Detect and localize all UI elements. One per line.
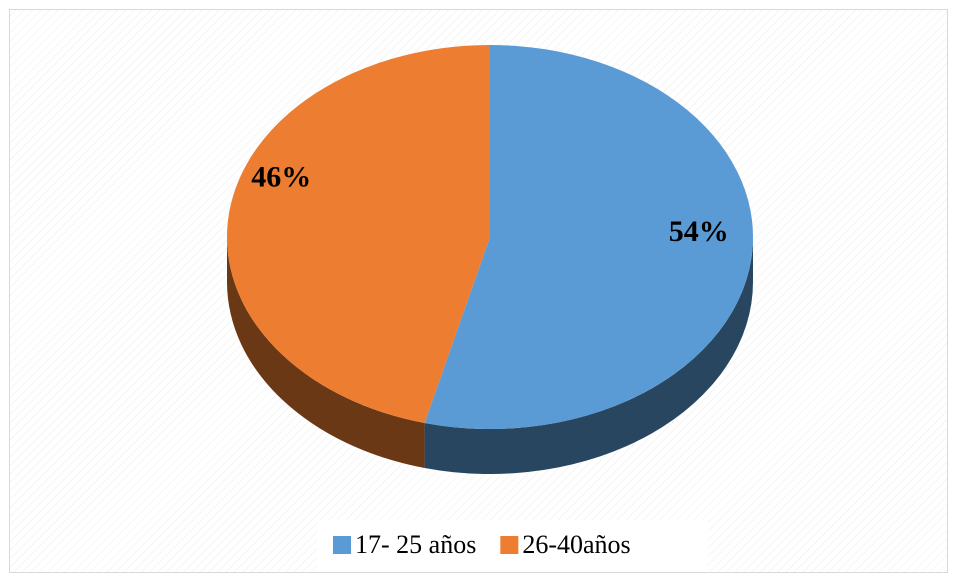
slice bbox=[424, 45, 754, 429]
data-label: 46% bbox=[251, 161, 311, 194]
pie: 54% 46% bbox=[227, 45, 754, 474]
slice-side bbox=[424, 237, 753, 474]
slice bbox=[227, 45, 491, 423]
legend-swatch bbox=[333, 536, 351, 554]
legend-swatch bbox=[500, 536, 519, 554]
slice-side bbox=[227, 237, 425, 468]
data-label: 54% bbox=[669, 215, 729, 248]
legend-label: 26-40años bbox=[522, 530, 630, 559]
legend: 17- 25 años 26-40años bbox=[333, 530, 631, 559]
legend-label: 17- 25 años bbox=[355, 530, 476, 559]
